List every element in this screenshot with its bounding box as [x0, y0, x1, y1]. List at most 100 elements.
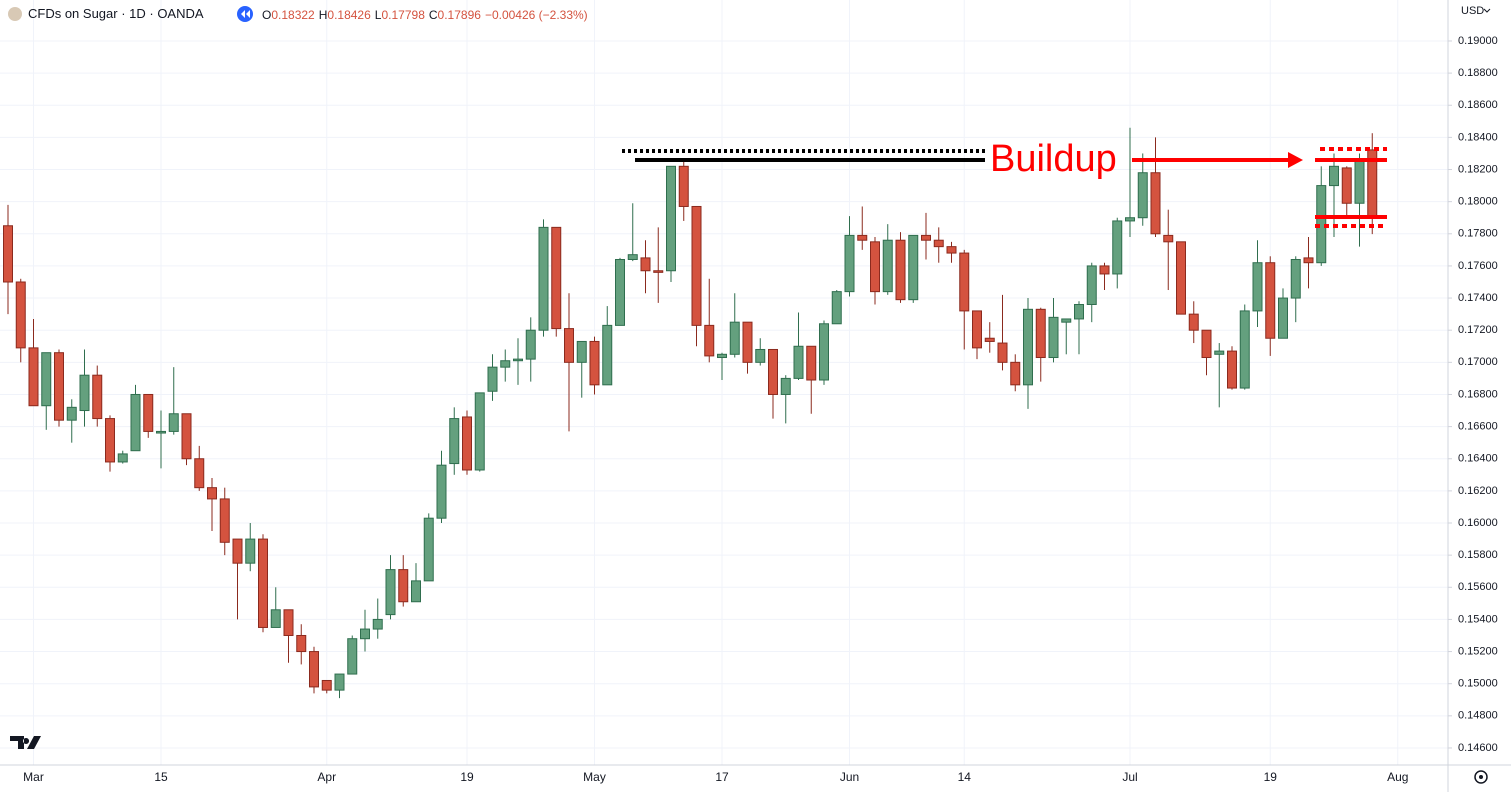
candle-body: [959, 252, 970, 312]
candle-body: [1214, 350, 1225, 355]
candle-body: [525, 329, 536, 360]
candle-body: [462, 416, 472, 471]
candle-body: [1061, 318, 1072, 323]
y-tick-label: 0.17800: [1458, 228, 1498, 240]
x-tick-label: 14: [958, 770, 972, 784]
y-tick-label: 0.18800: [1458, 67, 1498, 79]
currency-caret: [1483, 8, 1491, 13]
candle-body: [793, 345, 804, 379]
x-tick-label: May: [583, 770, 606, 784]
legend-change: −0.00426 (−2.33%): [484, 8, 588, 22]
candle-body: [831, 291, 842, 325]
candle-body: [194, 458, 205, 489]
candle-body: [653, 270, 664, 273]
y-tick-label: 0.15600: [1458, 581, 1498, 593]
candle-body: [513, 358, 523, 362]
candle-body: [1201, 329, 1212, 359]
candle-body: [870, 241, 880, 293]
candle-body: [678, 165, 689, 207]
candle-body: [780, 377, 791, 395]
candle-body: [933, 239, 944, 248]
candle-body: [449, 418, 460, 465]
candle-body: [717, 353, 727, 359]
x-tick-label: Jul: [1122, 770, 1137, 784]
candle-body: [1354, 159, 1365, 204]
candle-body: [130, 393, 141, 452]
candle-body: [347, 638, 358, 675]
y-tick-label: 0.15400: [1458, 613, 1498, 625]
y-tick-label: 0.18200: [1458, 163, 1498, 175]
candle-body: [54, 352, 64, 421]
candles: [3, 127, 1378, 699]
candle-body: [474, 392, 485, 471]
candle-body: [844, 234, 855, 293]
candle-body: [1125, 217, 1135, 222]
replay-glyph: [241, 10, 250, 18]
candle-body: [768, 348, 778, 395]
y-tick-label: 0.15200: [1458, 645, 1498, 657]
x-tick-label: Apr: [317, 770, 336, 784]
candle-body: [1303, 257, 1314, 264]
candle-body: [296, 634, 307, 653]
y-tick-label: 0.14800: [1458, 710, 1498, 722]
candle-body: [423, 517, 434, 582]
y-tick-label: 0.16000: [1458, 517, 1498, 529]
x-tick-label: 19: [460, 770, 474, 784]
x-tick-label: 17: [715, 770, 729, 784]
candle-body: [972, 310, 982, 349]
legend-value: 0.17896: [437, 8, 481, 22]
y-tick-label: 0.18400: [1458, 131, 1498, 143]
candle-body: [168, 413, 179, 432]
legend-key: H: [318, 8, 328, 22]
y-tick-label: 0.17000: [1458, 356, 1498, 368]
annotation-text: Buildup: [990, 138, 1117, 180]
candle-body: [1023, 308, 1033, 386]
candle-body: [1163, 234, 1174, 243]
candle-body: [1099, 265, 1110, 275]
candle-body: [984, 337, 995, 342]
candle-body: [258, 538, 268, 628]
y-tick-label: 0.16400: [1458, 453, 1498, 465]
candle-body: [742, 321, 753, 363]
candle-body: [487, 366, 498, 392]
y-tick-label: 0.16200: [1458, 485, 1498, 497]
candle-body: [1227, 350, 1237, 389]
candle-body: [1278, 297, 1288, 339]
candle-body: [1010, 361, 1021, 386]
candle-body: [500, 360, 511, 368]
candle-body: [1329, 165, 1339, 187]
candle-body: [908, 234, 919, 301]
y-tick-label: 0.19000: [1458, 35, 1498, 47]
candle-body: [806, 345, 817, 381]
candle-body: [704, 324, 715, 357]
candle-body: [921, 234, 931, 241]
legend-key: O: [262, 8, 272, 22]
candle-body: [946, 246, 957, 254]
candle-body: [1341, 167, 1352, 204]
candle-body: [270, 609, 281, 628]
legend-key: L: [374, 8, 382, 22]
y-tick-label: 0.17200: [1458, 324, 1498, 336]
candle-body: [28, 347, 39, 407]
settings-icon[interactable]: [1474, 770, 1488, 784]
candle-body: [105, 418, 115, 463]
legend-value: 0.18426: [327, 8, 371, 22]
candle-body: [3, 225, 13, 283]
candle-body: [207, 487, 217, 500]
candle-body: [551, 226, 562, 330]
y-tick-label: 0.16600: [1458, 421, 1498, 433]
currency: USD: [1461, 5, 1484, 17]
y-tick-label: 0.15000: [1458, 678, 1498, 690]
candle-body: [1176, 241, 1186, 315]
candle-body: [92, 374, 103, 420]
candle-body: [882, 239, 893, 293]
y-tick-label: 0.15800: [1458, 549, 1498, 561]
x-tick-label: Aug: [1387, 770, 1408, 784]
candle-body: [1290, 258, 1301, 299]
candle-body: [66, 406, 77, 421]
candle-body: [385, 569, 396, 616]
candle-body: [436, 464, 447, 519]
arrow-head: [1288, 152, 1303, 168]
